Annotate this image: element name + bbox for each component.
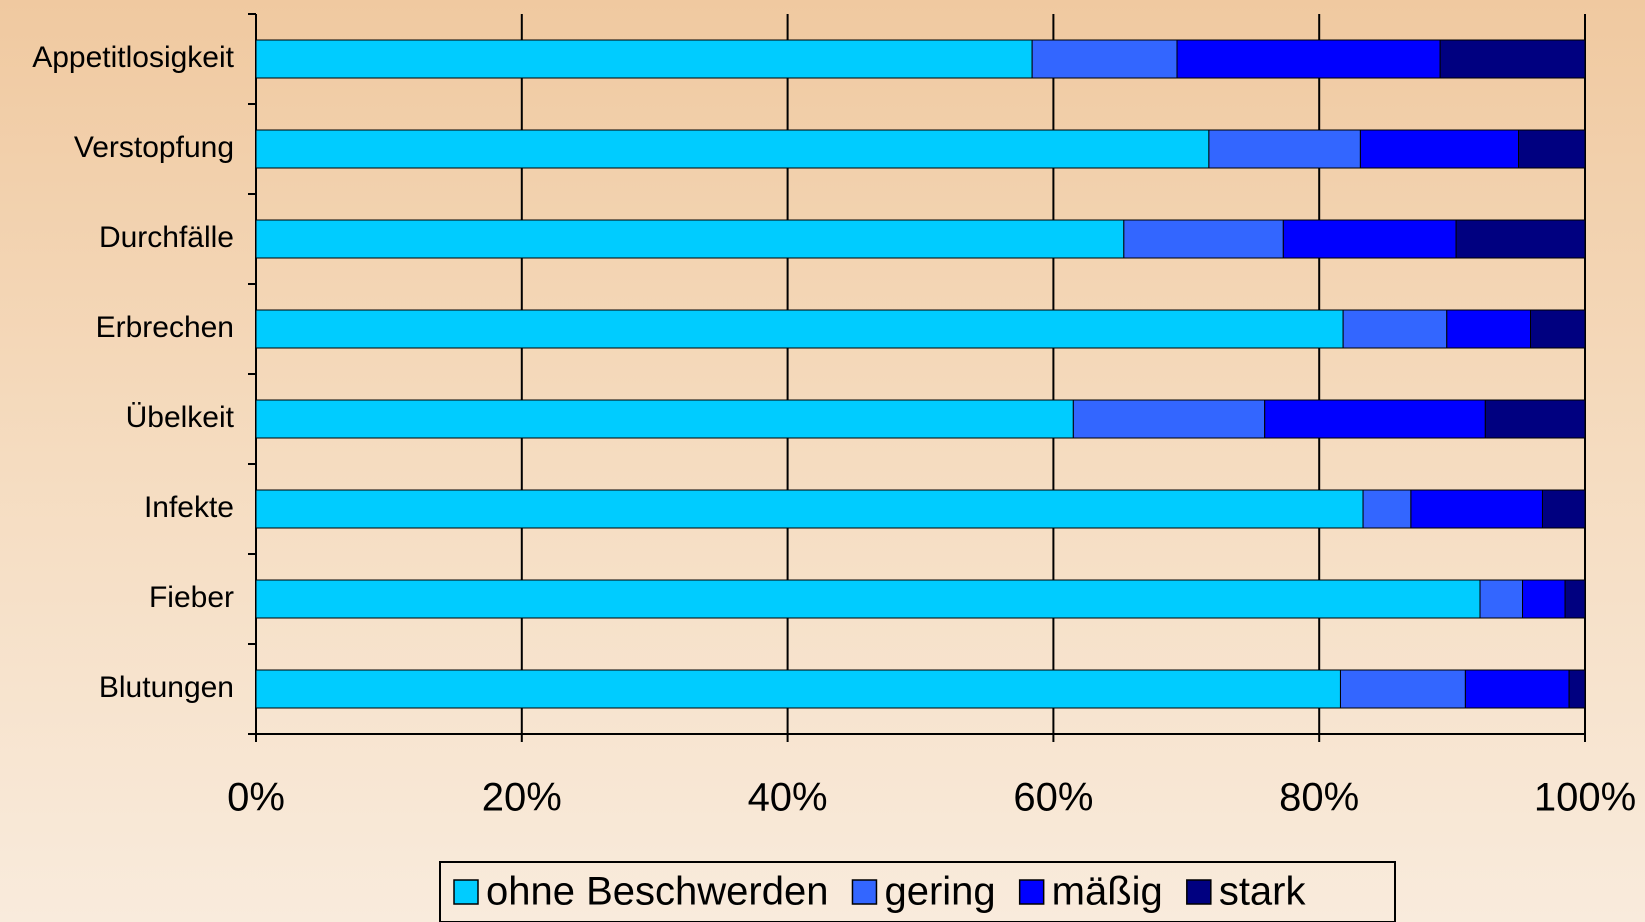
legend-swatch bbox=[1186, 879, 1212, 905]
legend-swatch bbox=[851, 879, 878, 905]
bar-segment bbox=[255, 129, 1210, 169]
legend-swatch bbox=[1018, 879, 1045, 905]
bar-segment bbox=[1530, 309, 1586, 349]
bar-segment bbox=[255, 399, 1074, 439]
bar-segment bbox=[1484, 399, 1586, 439]
legend-label: stark bbox=[1219, 870, 1307, 914]
bar-segment bbox=[1282, 219, 1457, 259]
bar-segment bbox=[1208, 129, 1361, 169]
x-tick-label: 80% bbox=[1279, 776, 1359, 820]
legend-label: mäßig bbox=[1052, 870, 1163, 914]
y-tick-label: Verstopfung bbox=[74, 131, 234, 164]
bar-segment bbox=[1362, 489, 1412, 529]
bar-segment bbox=[1455, 219, 1586, 259]
x-tick-label: 0% bbox=[227, 776, 285, 820]
legend-label: gering bbox=[884, 870, 995, 914]
y-tick-label: Fieber bbox=[149, 581, 234, 614]
y-tick-label: Erbrechen bbox=[96, 311, 234, 344]
bar-segment bbox=[255, 669, 1341, 709]
bar-segment bbox=[1264, 399, 1486, 439]
y-tick-label: Blutungen bbox=[99, 671, 234, 704]
bar-segment bbox=[255, 219, 1125, 259]
bar-segment bbox=[1564, 579, 1586, 619]
y-tick-label: Übelkeit bbox=[126, 401, 235, 434]
x-tick-label: 60% bbox=[1013, 776, 1093, 820]
bar-segment bbox=[1176, 39, 1441, 79]
bar-segment bbox=[1410, 489, 1543, 529]
x-tick-label: 100% bbox=[1534, 776, 1636, 820]
bar-segment bbox=[1359, 129, 1520, 169]
legend-label: ohne Beschwerden bbox=[486, 870, 828, 914]
y-tick-label: Durchfälle bbox=[99, 221, 234, 254]
y-tick-label: Appetitlosigkeit bbox=[32, 41, 234, 74]
legend-box bbox=[439, 861, 1396, 922]
bar-segment bbox=[1072, 399, 1266, 439]
x-tick-label: 20% bbox=[482, 776, 562, 820]
bar-segment bbox=[1439, 39, 1586, 79]
bar-segment bbox=[1518, 129, 1586, 169]
bar-segment bbox=[1522, 579, 1566, 619]
bar-segment bbox=[255, 39, 1033, 79]
bar-segment bbox=[1342, 309, 1448, 349]
bar-segment bbox=[255, 309, 1344, 349]
bar-segment bbox=[1339, 669, 1466, 709]
bar-segment bbox=[1479, 579, 1524, 619]
bar-segment bbox=[255, 579, 1481, 619]
bar-segment bbox=[1464, 669, 1570, 709]
x-tick-label: 40% bbox=[748, 776, 828, 820]
y-tick-label: Infekte bbox=[144, 491, 234, 524]
bar-segment bbox=[255, 489, 1364, 529]
bar-segment bbox=[1031, 39, 1178, 79]
bar-segment bbox=[1568, 669, 1586, 709]
bar-segment bbox=[1446, 309, 1532, 349]
legend-swatch bbox=[453, 879, 479, 905]
bar-segment bbox=[1123, 219, 1284, 259]
bar-segment bbox=[1541, 489, 1586, 529]
